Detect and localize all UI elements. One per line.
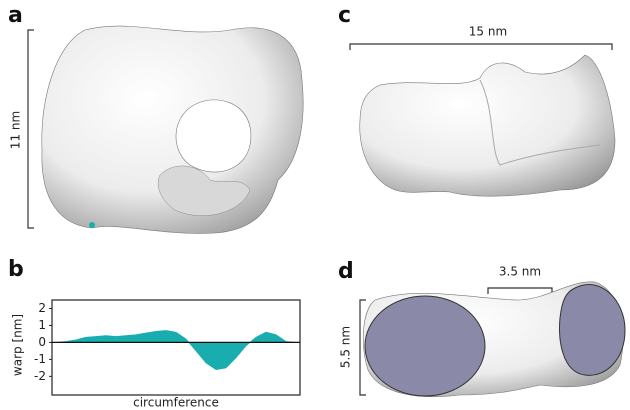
panel-label: b [8, 257, 24, 282]
cross-section [365, 296, 485, 396]
y-tick-label: 0 [38, 335, 46, 349]
structure-c [360, 55, 615, 196]
warp-area [56, 331, 296, 370]
scale-label: 15 nm [469, 25, 507, 39]
scale-bar [350, 44, 612, 50]
scale-label: 3.5 nm [499, 265, 541, 279]
figure: a 11 nm b warp [nm] circumference 2 1 0 -1 -… [0, 0, 630, 410]
y-tick-label: -2 [34, 369, 46, 383]
marker [89, 222, 95, 228]
panel-label: c [338, 3, 351, 28]
y-tick-label: 1 [38, 318, 46, 332]
x-axis-label: circumference [133, 396, 219, 410]
scale-label: 11 nm [9, 111, 23, 149]
panel-label: d [338, 259, 354, 284]
scale-label: 5.5 nm [339, 326, 353, 368]
cross-section [560, 284, 625, 375]
y-axis-label: warp [nm] [11, 314, 25, 376]
scale-bar [488, 288, 552, 294]
warp-chart: warp [nm] circumference 2 1 0 -1 -2 [11, 300, 301, 410]
panel-label: a [8, 3, 23, 28]
y-tick-label: 2 [38, 301, 46, 315]
y-tick-label: -1 [34, 352, 46, 366]
scale-bar [28, 30, 34, 228]
plot-frame [52, 300, 300, 395]
